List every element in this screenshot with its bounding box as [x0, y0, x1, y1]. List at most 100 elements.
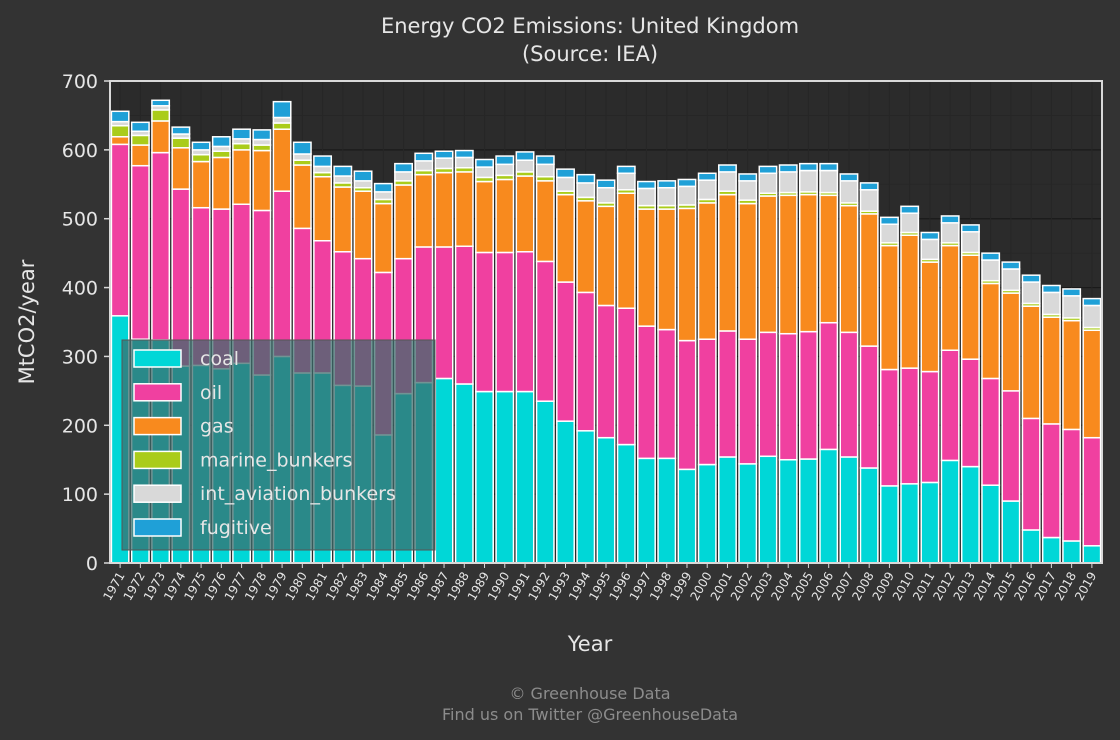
- bar-coal: [1021, 529, 1041, 564]
- bar-coal: [535, 400, 555, 564]
- bar-int_aviation_bunkers: [1001, 268, 1021, 292]
- bar-gas: [475, 180, 494, 254]
- bar-oil: [920, 370, 940, 484]
- bar-gas: [718, 193, 737, 332]
- bar-oil: [616, 307, 636, 446]
- bar-fugitive: [434, 150, 454, 159]
- bar-gas: [900, 234, 920, 369]
- bar-marine_bunkers: [151, 109, 171, 122]
- y-tick-label: 0: [86, 553, 98, 575]
- bar-oil: [1082, 436, 1102, 547]
- bar-int_aviation_bunkers: [373, 191, 393, 201]
- bar-coal: [576, 430, 596, 564]
- bar-fugitive: [1082, 297, 1102, 307]
- y-tick-label: 500: [62, 209, 98, 231]
- bar-int_aviation_bunkers: [1041, 291, 1061, 316]
- bar-gas: [130, 144, 150, 167]
- bar-stack-1993: [556, 168, 575, 564]
- bar-gas: [596, 205, 616, 307]
- bar-stack-1994: [576, 173, 596, 564]
- bar-fugitive: [414, 152, 434, 162]
- bar-gas: [1041, 316, 1061, 425]
- bar-int_aviation_bunkers: [879, 223, 899, 244]
- bar-marine_bunkers: [272, 122, 292, 130]
- bar-fugitive: [677, 178, 697, 188]
- bar-oil: [637, 325, 656, 460]
- bar-marine_bunkers: [110, 125, 130, 138]
- bar-int_aviation_bunkers: [839, 180, 859, 204]
- bar-oil: [596, 304, 616, 439]
- y-tick-label: 300: [62, 346, 98, 368]
- bar-fugitive: [394, 162, 414, 173]
- bar-oil: [819, 321, 839, 451]
- bar-fugitive: [920, 231, 940, 241]
- y-tick-label: 600: [62, 140, 98, 162]
- bar-oil: [900, 367, 920, 485]
- bar-int_aviation_bunkers: [657, 186, 677, 207]
- bar-oil: [556, 281, 575, 422]
- bar-gas: [211, 156, 231, 210]
- bar-coal: [616, 443, 636, 564]
- bar-gas: [556, 193, 575, 283]
- bar-int_aviation_bunkers: [535, 163, 555, 178]
- bar-gas: [738, 202, 758, 340]
- bar-gas: [859, 213, 879, 347]
- bar-coal: [495, 390, 515, 564]
- bar-gas: [778, 194, 798, 335]
- bar-stack-1999: [677, 178, 697, 564]
- bar-stack-1990: [495, 155, 515, 564]
- bar-oil: [576, 291, 596, 432]
- bar-coal: [556, 420, 575, 564]
- bar-coal: [1062, 540, 1082, 564]
- bar-gas: [495, 178, 515, 254]
- bar-oil: [738, 338, 758, 465]
- bar-stack-2019: [1082, 297, 1102, 564]
- bar-stack-2005: [798, 162, 818, 564]
- bar-oil: [677, 339, 697, 471]
- bar-coal: [677, 468, 697, 564]
- bar-fugitive: [191, 141, 211, 151]
- bar-fugitive: [940, 215, 960, 224]
- bar-fugitive: [130, 121, 150, 133]
- bar-fugitive: [819, 162, 839, 172]
- bar-int_aviation_bunkers: [272, 116, 292, 124]
- bar-oil: [758, 331, 778, 458]
- bar-coal: [515, 390, 535, 564]
- bar-marine_bunkers: [232, 142, 252, 151]
- bar-gas: [191, 160, 211, 209]
- bar-int_aviation_bunkers: [515, 159, 535, 173]
- bar-stack-1992: [535, 155, 555, 564]
- bar-fugitive: [1021, 274, 1041, 283]
- bar-stack-2009: [879, 216, 899, 564]
- bar-int_aviation_bunkers: [454, 156, 474, 169]
- bar-oil: [778, 332, 798, 461]
- bar-int_aviation_bunkers: [556, 176, 575, 192]
- bar-fugitive: [859, 182, 879, 191]
- bar-stack-1998: [657, 180, 677, 564]
- bar-oil: [798, 330, 818, 460]
- bar-fugitive: [151, 99, 171, 107]
- bar-oil: [657, 328, 677, 460]
- bar-int_aviation_bunkers: [960, 231, 980, 254]
- y-tick-label: 100: [62, 484, 98, 506]
- bar-int_aviation_bunkers: [353, 180, 373, 189]
- bar-int_aviation_bunkers: [576, 182, 596, 199]
- bar-int_aviation_bunkers: [616, 172, 636, 191]
- bar-int_aviation_bunkers: [495, 163, 515, 177]
- bar-oil: [272, 190, 292, 358]
- x-axis-label: Year: [567, 632, 613, 656]
- bar-stack-2010: [900, 205, 920, 564]
- bar-fugitive: [576, 173, 596, 184]
- bar-fugitive: [657, 180, 677, 189]
- bar-gas: [292, 164, 312, 230]
- bar-int_aviation_bunkers: [475, 166, 494, 179]
- bar-int_aviation_bunkers: [1062, 295, 1082, 319]
- bar-marine_bunkers: [171, 137, 191, 149]
- y-axis-label: MtCO2/year: [15, 259, 39, 384]
- bar-fugitive: [353, 170, 373, 182]
- bar-marine_bunkers: [130, 134, 150, 146]
- bar-gas: [960, 254, 980, 360]
- legend-swatch-gas: [133, 416, 182, 436]
- bar-gas: [394, 184, 414, 260]
